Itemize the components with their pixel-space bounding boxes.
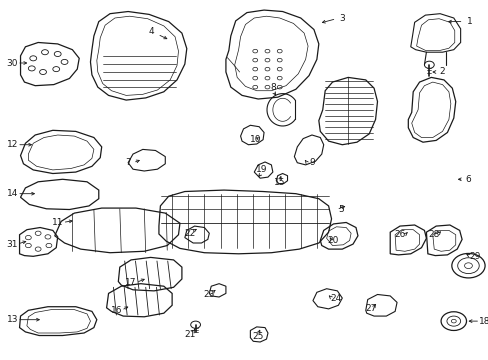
Text: 14: 14: [6, 189, 18, 198]
Text: 24: 24: [330, 294, 342, 302]
Text: 25: 25: [252, 332, 264, 341]
Text: 26: 26: [393, 230, 405, 239]
Text: 9: 9: [308, 158, 314, 167]
Text: 12: 12: [6, 140, 18, 149]
Text: 16: 16: [110, 306, 122, 315]
Text: 15: 15: [273, 178, 285, 187]
Text: 28: 28: [427, 230, 439, 239]
Text: 8: 8: [269, 83, 275, 91]
Text: 20: 20: [327, 236, 339, 245]
Text: 2: 2: [439, 68, 445, 77]
Text: 5: 5: [338, 205, 344, 214]
Text: 18: 18: [478, 317, 488, 325]
Text: 3: 3: [339, 14, 345, 23]
Text: 6: 6: [465, 175, 470, 184]
Text: 27: 27: [364, 305, 376, 313]
Text: 22: 22: [183, 229, 195, 238]
Text: 30: 30: [6, 58, 18, 68]
Text: 21: 21: [183, 330, 195, 338]
Text: 17: 17: [125, 278, 137, 287]
Text: 31: 31: [6, 240, 18, 248]
Text: 7: 7: [125, 158, 131, 167]
Text: 19: 19: [255, 165, 267, 174]
Text: 10: 10: [249, 135, 261, 144]
Text: 13: 13: [6, 315, 18, 324]
Text: 1: 1: [466, 17, 471, 26]
Text: 4: 4: [148, 27, 154, 36]
Text: 23: 23: [203, 290, 215, 299]
Text: 11: 11: [52, 218, 63, 227]
Text: 29: 29: [468, 252, 480, 261]
